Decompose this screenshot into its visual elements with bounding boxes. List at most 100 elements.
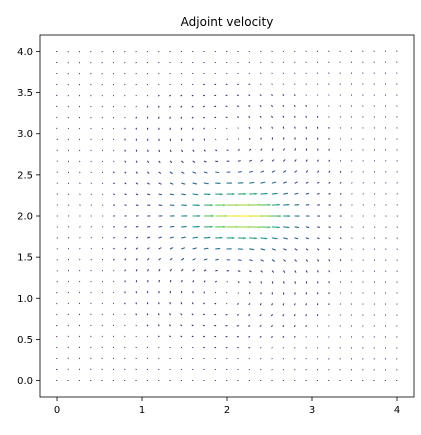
quiver-arrow — [260, 170, 265, 173]
quiver-arrow — [305, 259, 308, 262]
quiver-arrow-head — [196, 236, 198, 239]
quiver-arrow — [147, 236, 151, 239]
quiver-arrow-head — [185, 215, 187, 217]
quiver-arrow — [283, 170, 287, 173]
y-tick-label: 1.0 — [17, 294, 33, 305]
quiver-arrow-head — [263, 248, 265, 251]
quiver-arrow-head — [241, 248, 243, 250]
quiver-arrow-head — [210, 203, 213, 207]
quiver-arrow-head — [210, 225, 213, 228]
quiver-arrow — [305, 248, 309, 251]
quiver-arrow-head — [243, 192, 246, 196]
y-tick-label: 3.0 — [17, 129, 33, 140]
quiver-arrow — [135, 247, 138, 250]
quiver-arrow — [293, 325, 296, 327]
quiver-arrow-head — [277, 226, 280, 229]
quiver-arrow — [192, 280, 195, 283]
quiver-arrow — [317, 170, 320, 173]
quiver-arrow — [305, 181, 309, 184]
quiver-arrow-head — [172, 236, 174, 238]
quiver-arrow-head — [297, 226, 299, 228]
quiver-arrow-head — [236, 203, 239, 207]
quiver-arrow — [124, 247, 127, 250]
x-tick-label: 2 — [224, 405, 230, 416]
quiver-arrow-head — [264, 237, 267, 240]
quiver-arrow — [191, 302, 194, 305]
quiver-arrow — [305, 170, 309, 173]
quiver-arrow-head — [252, 181, 254, 184]
x-tick-label: 0 — [54, 405, 60, 416]
quiver-arrow — [158, 247, 162, 250]
quiver-arrow — [282, 314, 285, 317]
quiver-arrow — [249, 148, 252, 151]
quiver-arrow — [147, 182, 150, 185]
quiver-arrow-head — [184, 236, 186, 239]
quiver-arrow — [181, 149, 183, 153]
quiver-arrow — [169, 247, 174, 250]
quiver-arrow-head — [218, 182, 221, 185]
quiver-arrow — [169, 160, 173, 164]
quiver-arrow — [283, 181, 287, 184]
quiver-arrow — [259, 105, 262, 107]
quiver-arrow-head — [223, 203, 226, 207]
quiver-arrow — [317, 192, 320, 195]
quiver-arrow-head — [241, 182, 243, 184]
quiver-arrow-head — [267, 226, 271, 229]
quiver-arrow — [135, 171, 138, 174]
quiver-arrow-head — [225, 214, 228, 218]
quiver-arrow — [283, 248, 287, 251]
quiver-arrow-head — [252, 248, 254, 251]
quiver-arrow — [259, 325, 262, 327]
quiver-arrow-head — [274, 249, 276, 251]
quiver-arrow — [294, 259, 297, 262]
quiver-arrow — [192, 171, 197, 174]
y-tick-label: 0.0 — [17, 376, 33, 387]
quiver-arrow-head — [247, 225, 250, 229]
quiver-arrow — [147, 269, 149, 272]
quiver-arrow — [282, 336, 285, 338]
quiver-arrow — [181, 258, 185, 261]
quiver-arrow — [158, 236, 162, 239]
quiver-arrow — [294, 192, 299, 195]
quiver-arrow — [294, 248, 298, 251]
quiver-arrow — [259, 314, 262, 317]
quiver-arrow-head — [208, 193, 211, 196]
quiver-arrow-head — [297, 215, 300, 217]
quiver-arrow — [260, 148, 263, 151]
quiver-arrow — [124, 258, 127, 261]
quiver-arrow — [147, 171, 150, 174]
quiver-arrow — [135, 182, 139, 185]
quiver-arrow — [181, 247, 186, 250]
x-tick-label: 4 — [394, 405, 400, 416]
quiver-arrow — [158, 160, 161, 164]
quiver-arrow — [328, 170, 331, 173]
quiver-arrow-head — [275, 192, 278, 195]
quiver-arrow — [305, 192, 309, 195]
quiver-arrow — [317, 259, 320, 262]
y-tick-label: 2.0 — [17, 212, 33, 223]
quiver-arrow — [158, 258, 161, 261]
quiver-arrow — [192, 160, 196, 163]
quiver-arrow — [203, 116, 205, 119]
quiver-arrow — [180, 313, 183, 316]
quiver-arrow-head — [196, 193, 198, 196]
quiver-arrow-head — [173, 215, 175, 217]
quiver-arrow-head — [211, 214, 214, 218]
quiver-arrow — [317, 159, 319, 162]
quiver-arrow — [259, 303, 262, 306]
y-tick-label: 0.5 — [17, 335, 33, 346]
quiver-arrow — [271, 115, 273, 118]
quiver-arrow — [271, 94, 273, 96]
quiver-arrow-head — [208, 236, 210, 239]
quiver-arrow-head — [218, 247, 220, 250]
quiver-arrow — [248, 116, 251, 118]
quiver-arrow-head — [286, 237, 288, 240]
quiver-arrow — [283, 159, 286, 162]
quiver-arrow — [317, 248, 320, 251]
quiver-arrow — [249, 270, 252, 273]
y-tick-label: 3.5 — [17, 88, 33, 99]
quiver-arrow — [180, 94, 183, 97]
quiver-arrow — [249, 170, 254, 173]
quiver-arrow — [191, 324, 194, 327]
